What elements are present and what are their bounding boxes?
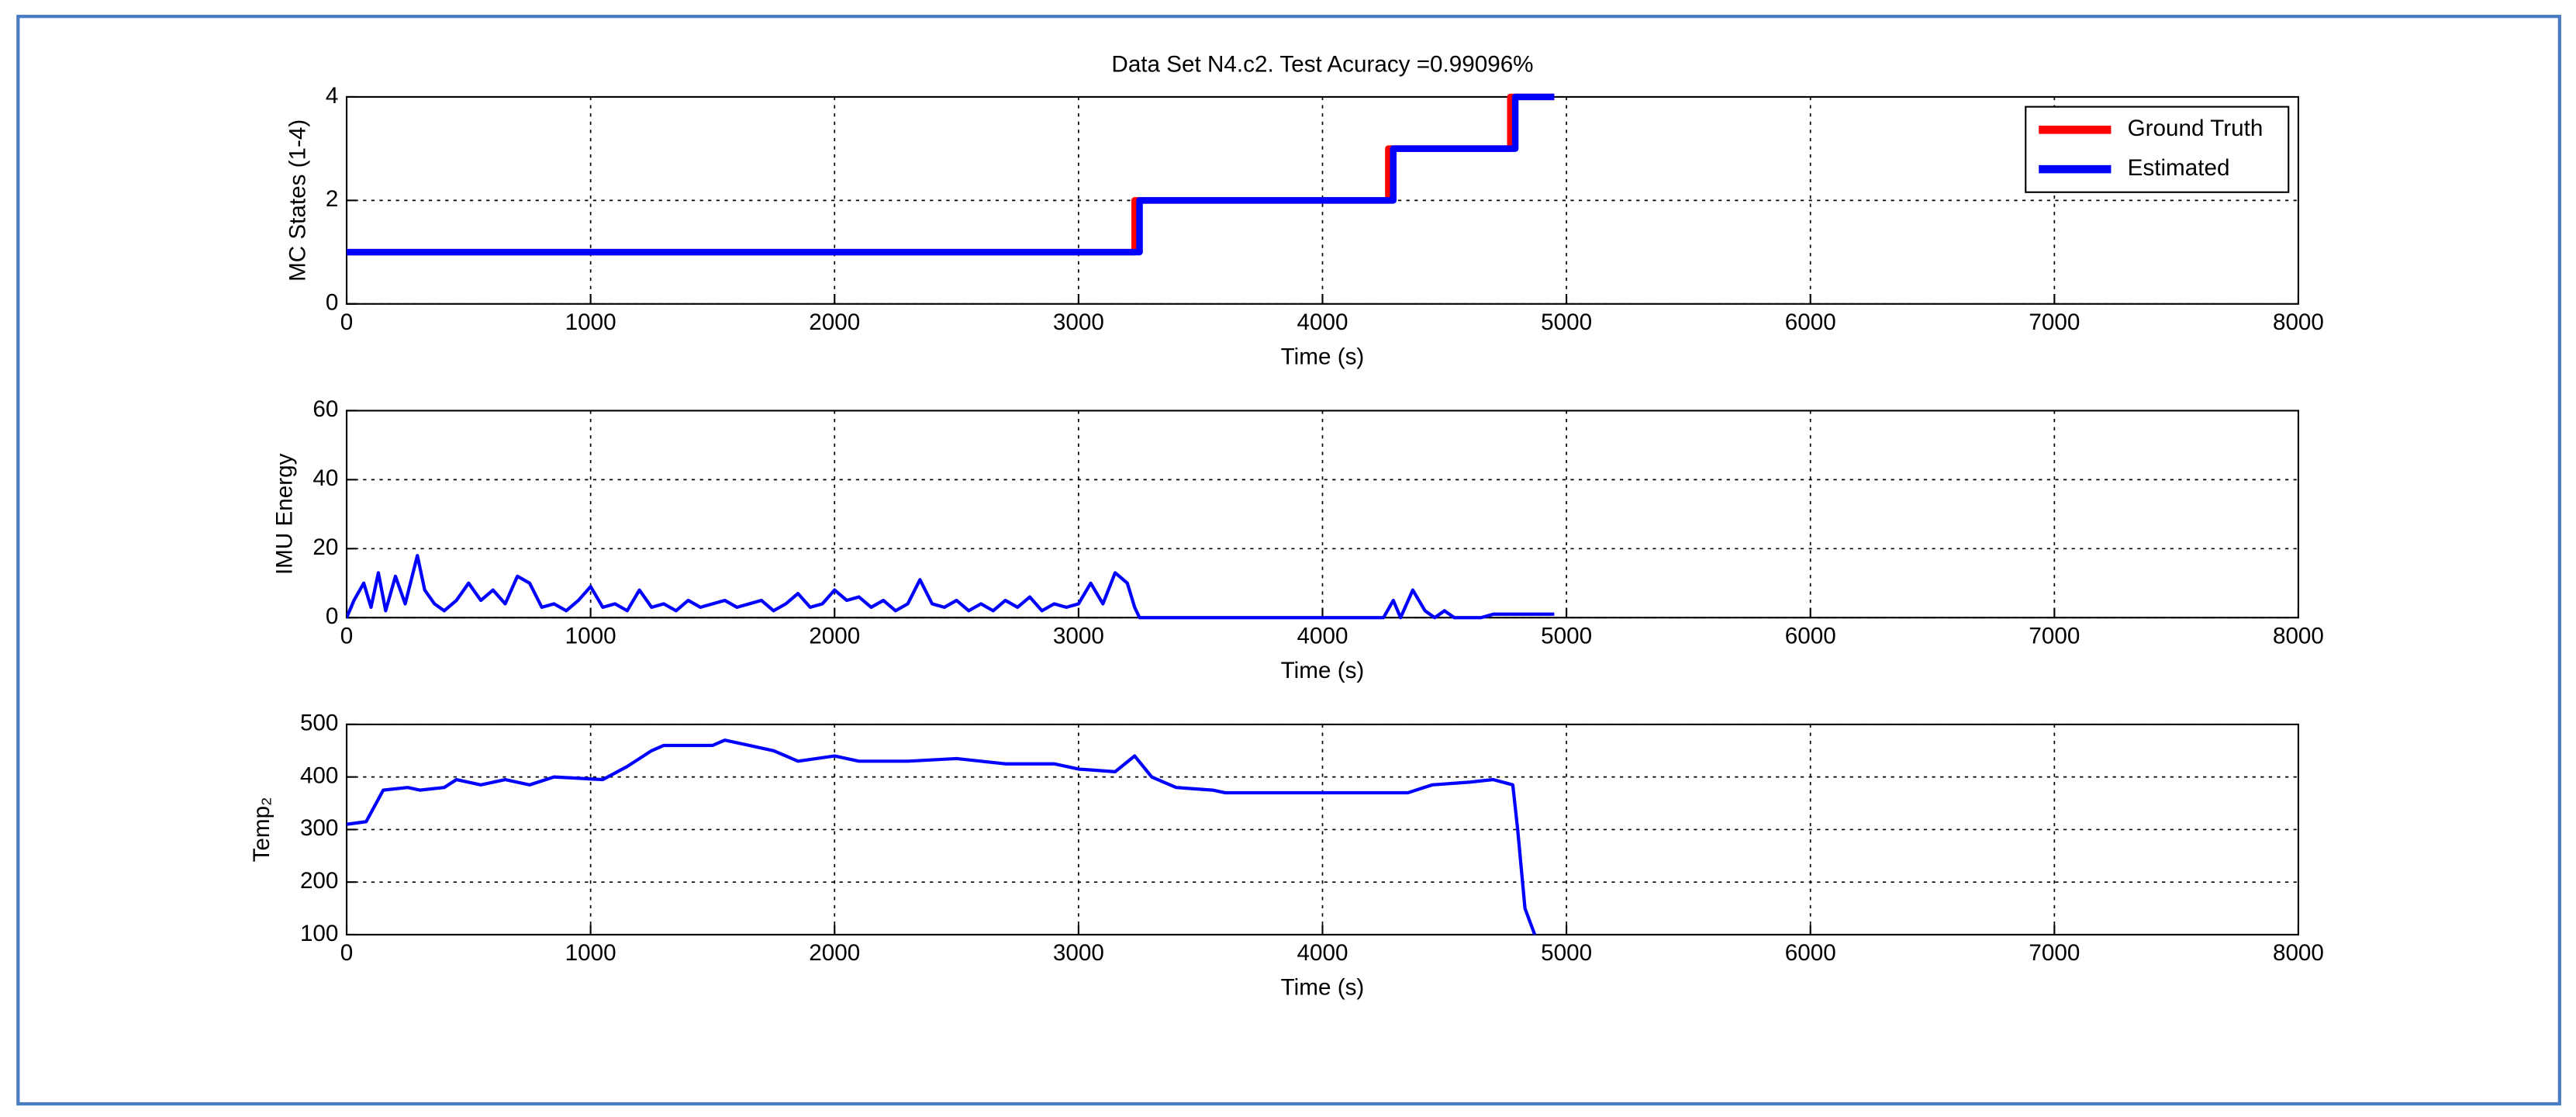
y-tick-label: 400 xyxy=(300,763,338,788)
x-axis-label: Time (s) xyxy=(1281,344,1365,369)
x-tick-label: 1000 xyxy=(565,623,616,648)
y-tick-label: 2 xyxy=(326,186,339,212)
y-tick-label: 200 xyxy=(300,868,338,894)
x-axis-label: Time (s) xyxy=(1281,975,1365,1001)
chart-title: Data Set N4.c2. Test Acuracy =0.99096% xyxy=(1111,52,1533,78)
x-tick-label: 3000 xyxy=(1053,623,1104,648)
y-tick-label: 20 xyxy=(313,534,338,560)
x-tick-label: 5000 xyxy=(1541,310,1592,335)
x-tick-label: 0 xyxy=(340,940,354,966)
data-line xyxy=(347,738,1537,935)
legend-label: Ground Truth xyxy=(2128,116,2263,141)
x-tick-label: 6000 xyxy=(1785,940,1836,966)
y-tick-label: 40 xyxy=(313,465,338,491)
legend-label: Estimated xyxy=(2128,155,2230,181)
x-tick-label: 4000 xyxy=(1297,623,1348,648)
x-tick-label: 2000 xyxy=(809,310,860,335)
legend-box xyxy=(2025,105,2290,193)
y-tick-label: 300 xyxy=(300,815,338,841)
y-axis-label: Temp₂ xyxy=(249,797,275,862)
plot-area xyxy=(347,724,2298,935)
x-axis-label: Time (s) xyxy=(1281,658,1365,683)
axes-box xyxy=(345,723,2300,935)
x-tick-label: 1000 xyxy=(565,310,616,335)
x-tick-label: 4000 xyxy=(1297,310,1348,335)
x-tick-label: 8000 xyxy=(2273,623,2324,648)
x-tick-label: 1000 xyxy=(565,940,616,966)
data-line xyxy=(347,93,1555,256)
x-tick-label: 2000 xyxy=(809,940,860,966)
x-tick-label: 7000 xyxy=(2029,940,2080,966)
x-tick-label: 4000 xyxy=(1297,940,1348,966)
y-tick-label: 500 xyxy=(300,711,338,736)
y-tick-label: 100 xyxy=(300,921,338,946)
x-tick-label: 6000 xyxy=(1785,310,1836,335)
axes-box xyxy=(345,95,2300,305)
plot-area xyxy=(347,410,2298,618)
x-tick-label: 0 xyxy=(340,310,354,335)
y-axis-label: IMU Energy xyxy=(271,453,297,575)
x-tick-label: 7000 xyxy=(2029,623,2080,648)
x-tick-label: 5000 xyxy=(1541,623,1592,648)
data-line xyxy=(347,93,1555,256)
x-tick-label: 3000 xyxy=(1053,940,1104,966)
y-axis-label: MC States (1-4) xyxy=(285,119,310,282)
data-line xyxy=(347,554,1555,620)
x-tick-label: 8000 xyxy=(2273,940,2324,966)
x-tick-label: 5000 xyxy=(1541,940,1592,966)
x-tick-label: 8000 xyxy=(2273,310,2324,335)
x-tick-label: 3000 xyxy=(1053,310,1104,335)
x-tick-label: 0 xyxy=(340,623,354,648)
y-tick-label: 4 xyxy=(326,83,339,109)
x-tick-label: 2000 xyxy=(809,623,860,648)
x-tick-label: 6000 xyxy=(1785,623,1836,648)
x-tick-label: 7000 xyxy=(2029,310,2080,335)
y-tick-label: 0 xyxy=(326,290,339,316)
frame xyxy=(16,15,2561,1106)
y-tick-label: 0 xyxy=(326,603,339,629)
y-tick-label: 60 xyxy=(313,396,338,422)
